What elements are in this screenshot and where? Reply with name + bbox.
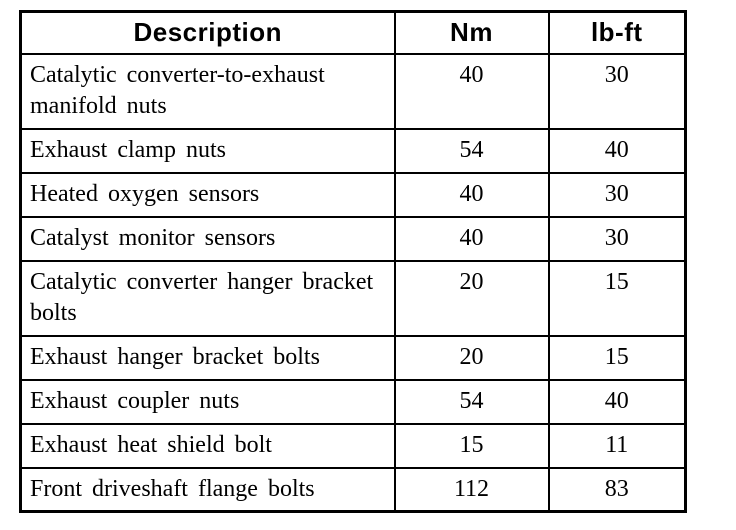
table-row: Catalytic converter hanger bracket bolts… bbox=[19, 259, 687, 337]
lbft-cell: 15 bbox=[547, 259, 687, 337]
header-lbft: lb-ft bbox=[547, 10, 687, 55]
table-row: Front driveshaft flange bolts 112 83 bbox=[19, 466, 687, 513]
description-cell: Catalyst monitor sensors bbox=[19, 215, 396, 262]
nm-cell: 20 bbox=[393, 259, 550, 337]
nm-cell: 40 bbox=[393, 171, 550, 218]
table-row: Heated oxygen sensors 40 30 bbox=[19, 171, 687, 218]
nm-cell: 20 bbox=[393, 334, 550, 381]
table-row: Exhaust heat shield bolt 15 11 bbox=[19, 422, 687, 469]
nm-cell: 40 bbox=[393, 52, 550, 130]
nm-cell: 54 bbox=[393, 127, 550, 174]
description-cell: Catalytic converter hanger bracket bolts bbox=[19, 259, 396, 337]
nm-cell: 54 bbox=[393, 378, 550, 425]
lbft-cell: 30 bbox=[547, 52, 687, 130]
description-cell: Exhaust hanger bracket bolts bbox=[19, 334, 396, 381]
header-description: Description bbox=[19, 10, 396, 55]
nm-cell: 112 bbox=[393, 466, 550, 513]
nm-cell: 40 bbox=[393, 215, 550, 262]
table-row: Catalyst monitor sensors 40 30 bbox=[19, 215, 687, 262]
lbft-cell: 30 bbox=[547, 215, 687, 262]
description-cell: Exhaust coupler nuts bbox=[19, 378, 396, 425]
table-row: Catalytic converter-to-exhaust manifold … bbox=[19, 52, 687, 130]
torque-spec-table: Description Nm lb-ft Catalytic converter… bbox=[19, 10, 687, 513]
lbft-cell: 15 bbox=[547, 334, 687, 381]
table-row: Exhaust coupler nuts 54 40 bbox=[19, 378, 687, 425]
table-row: Exhaust clamp nuts 54 40 bbox=[19, 127, 687, 174]
nm-cell: 15 bbox=[393, 422, 550, 469]
header-nm: Nm bbox=[393, 10, 550, 55]
lbft-cell: 40 bbox=[547, 127, 687, 174]
lbft-cell: 83 bbox=[547, 466, 687, 513]
lbft-cell: 11 bbox=[547, 422, 687, 469]
table-header-row: Description Nm lb-ft bbox=[19, 10, 687, 55]
description-cell: Exhaust clamp nuts bbox=[19, 127, 396, 174]
lbft-cell: 30 bbox=[547, 171, 687, 218]
description-cell: Catalytic converter-to-exhaust manifold … bbox=[19, 52, 396, 130]
table-row: Exhaust hanger bracket bolts 20 15 bbox=[19, 334, 687, 381]
description-cell: Front driveshaft flange bolts bbox=[19, 466, 396, 513]
description-cell: Heated oxygen sensors bbox=[19, 171, 396, 218]
lbft-cell: 40 bbox=[547, 378, 687, 425]
description-cell: Exhaust heat shield bolt bbox=[19, 422, 396, 469]
